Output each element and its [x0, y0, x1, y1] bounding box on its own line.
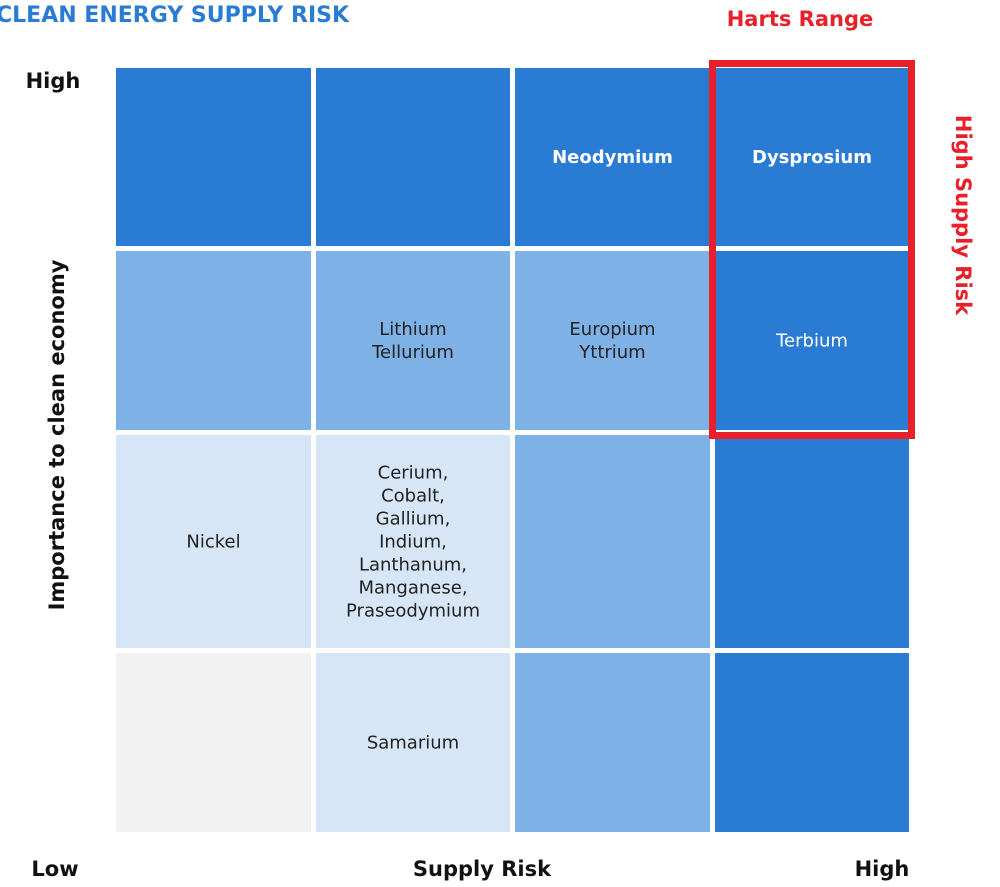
- cell: [715, 435, 909, 648]
- cell-line: Lithium: [379, 319, 446, 340]
- cell: [316, 251, 510, 430]
- cell: [515, 68, 710, 246]
- cell-line: Cobalt,: [381, 486, 445, 507]
- cell-line: Dysprosium: [752, 147, 872, 168]
- cell-line: Gallium,: [376, 509, 451, 530]
- x-axis-low: Low: [31, 857, 78, 881]
- cell-text: Lithium Tellurium: [371, 319, 454, 363]
- cell: [715, 653, 909, 832]
- cell-line: Europium: [569, 319, 655, 340]
- cell-line: Lanthanum,: [359, 555, 467, 576]
- cell-text: Cerium, Cobalt, Gallium, Indium, Lanthanum, M…: [346, 463, 480, 622]
- cell: [515, 653, 710, 832]
- highlight-label: Harts Range: [727, 7, 874, 31]
- cell-line: Nickel: [186, 532, 240, 553]
- x-axis-label: Supply Risk: [413, 857, 552, 881]
- cell: [116, 653, 311, 832]
- x-axis-high: High: [855, 857, 910, 881]
- cell-line: Indium,: [379, 532, 447, 553]
- cell-text: Nickel: [186, 532, 240, 553]
- cell: [116, 251, 311, 430]
- cell: [116, 68, 311, 246]
- cell-text: Dysprosium: [752, 147, 872, 168]
- title: CLEAN ENERGY SUPPLY RISK: [0, 3, 350, 28]
- cell-line: Yttrium: [578, 342, 645, 363]
- cell-text: Neodymium: [552, 147, 673, 168]
- y-axis-high: High: [26, 69, 81, 93]
- cell-text: Europium Yttrium: [569, 319, 655, 363]
- cell: [715, 68, 909, 246]
- cell-text: Samarium: [367, 733, 459, 754]
- cell: [316, 435, 510, 648]
- highlight-side-label: High Supply Risk: [951, 115, 975, 316]
- cell-line: Neodymium: [552, 147, 673, 168]
- cell-line: Tellurium: [371, 342, 454, 363]
- cell: [515, 435, 710, 648]
- cell-line: Samarium: [367, 733, 459, 754]
- grid: Neodymium Dysprosium Lithium Tellurium Europ…: [116, 68, 909, 832]
- cell-line: Praseodymium: [346, 601, 480, 622]
- cell-text: Terbium: [775, 331, 848, 352]
- y-axis-label: Importance to clean economy: [45, 259, 69, 610]
- highlight-box: [709, 60, 915, 439]
- cell: [715, 251, 909, 430]
- cell: [116, 435, 311, 648]
- cell-line: Terbium: [775, 331, 848, 352]
- cell: [316, 68, 510, 246]
- cell-line: Cerium,: [378, 463, 449, 484]
- cell: [316, 653, 510, 832]
- cell-line: Manganese,: [358, 578, 467, 599]
- cell: [515, 251, 710, 430]
